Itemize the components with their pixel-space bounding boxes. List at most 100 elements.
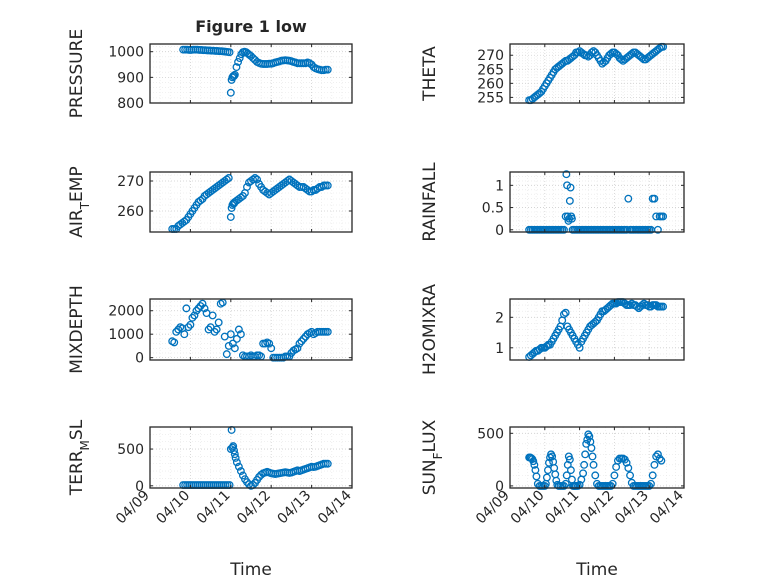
data-point bbox=[230, 344, 239, 353]
data-point bbox=[565, 214, 574, 223]
data-point bbox=[655, 44, 664, 53]
y-axis-label: MIXDEPTH bbox=[67, 285, 87, 374]
data-point bbox=[657, 456, 666, 465]
series-pressure bbox=[179, 45, 332, 97]
data-point bbox=[190, 311, 199, 320]
data-point bbox=[591, 471, 600, 480]
data-point bbox=[626, 301, 635, 310]
data-point bbox=[645, 481, 654, 490]
data-point bbox=[229, 442, 238, 451]
data-point bbox=[196, 302, 205, 310]
subplot-rainfall: 0 0.5 1 RAINFALL bbox=[420, 162, 685, 242]
y-axis-label: SUNFLUX bbox=[420, 419, 445, 495]
data-point bbox=[545, 458, 553, 467]
data-point bbox=[232, 63, 241, 72]
data-point bbox=[581, 450, 590, 459]
axes-frame bbox=[509, 298, 685, 361]
data-point bbox=[638, 301, 647, 310]
data-point bbox=[267, 344, 276, 353]
y-tick-label: 500 bbox=[477, 426, 504, 442]
data-point bbox=[650, 194, 659, 203]
data-point bbox=[225, 48, 234, 57]
data-point bbox=[655, 454, 664, 463]
subplot-pressure: 800 900 1000 PRESSURE Figure 1 low bbox=[67, 17, 353, 118]
data-point bbox=[582, 439, 591, 448]
data-point bbox=[530, 460, 539, 469]
data-point bbox=[184, 323, 193, 332]
data-point bbox=[210, 327, 219, 336]
data-point bbox=[222, 175, 231, 184]
axes-frame bbox=[149, 426, 353, 489]
series-theta bbox=[525, 42, 668, 105]
x-tick-label: 04/13 bbox=[612, 488, 652, 528]
data-point bbox=[265, 339, 274, 348]
data-point bbox=[226, 213, 235, 221]
x-axis-label: Time bbox=[575, 560, 618, 580]
data-point bbox=[542, 473, 551, 482]
data-point bbox=[622, 458, 631, 467]
data-point bbox=[653, 450, 662, 459]
axes-frame bbox=[149, 43, 353, 104]
data-point bbox=[234, 58, 243, 66]
data-point bbox=[226, 330, 235, 339]
x-tick-label: 04/09 bbox=[473, 488, 513, 528]
data-point bbox=[230, 450, 239, 459]
data-point bbox=[562, 471, 571, 480]
x-tick-label: 04/11 bbox=[194, 488, 234, 528]
y-tick-label: 1 bbox=[495, 341, 504, 357]
data-point bbox=[230, 70, 239, 79]
data-point bbox=[548, 452, 557, 461]
data-point bbox=[249, 175, 257, 184]
x-tick-label: 04/10 bbox=[508, 488, 548, 528]
data-point bbox=[566, 466, 575, 475]
data-point bbox=[297, 337, 306, 346]
y-tick-label: 0 bbox=[135, 479, 144, 495]
data-point bbox=[236, 193, 245, 202]
data-point bbox=[626, 471, 635, 480]
data-point bbox=[234, 325, 243, 334]
data-point bbox=[198, 299, 207, 308]
grid bbox=[149, 426, 353, 488]
x-tick-label: 04/12 bbox=[577, 488, 617, 528]
data-point bbox=[653, 225, 662, 234]
subplot-terr_msl: 0 500 04/09 04/10 04/11 04/12 04/13 04/14 Time TE… bbox=[67, 419, 355, 580]
data-point bbox=[180, 330, 189, 339]
y-tick-label: 270 bbox=[117, 174, 144, 190]
y-tick-label: 270 bbox=[477, 48, 504, 64]
data-point bbox=[196, 196, 205, 205]
data-point bbox=[559, 310, 568, 319]
data-point bbox=[200, 304, 209, 313]
data-point bbox=[186, 320, 195, 329]
y-tick-label: 255 bbox=[477, 90, 504, 106]
data-point bbox=[182, 304, 191, 313]
data-point bbox=[293, 344, 302, 353]
axes-frame bbox=[149, 171, 353, 233]
data-point bbox=[565, 196, 574, 205]
data-point bbox=[180, 217, 189, 226]
data-point bbox=[257, 470, 266, 479]
data-point bbox=[646, 479, 655, 488]
y-axis-label: RAINFALL bbox=[420, 162, 440, 242]
data-point bbox=[323, 65, 332, 74]
data-point bbox=[608, 479, 617, 488]
data-point bbox=[648, 471, 657, 480]
x-tick-label: 04/12 bbox=[234, 488, 274, 528]
axes-frame bbox=[509, 43, 685, 104]
data-point bbox=[222, 350, 231, 359]
series-terr_msl bbox=[179, 425, 332, 490]
data-point bbox=[212, 325, 221, 334]
data-point bbox=[587, 444, 596, 452]
data-point bbox=[610, 471, 619, 480]
data-point bbox=[236, 330, 245, 339]
data-point bbox=[624, 464, 633, 472]
axes-frame bbox=[509, 171, 685, 233]
data-point bbox=[226, 88, 235, 97]
y-axis-label: THETA bbox=[420, 46, 440, 102]
y-tick-label: 0.5 bbox=[482, 201, 504, 217]
data-point bbox=[235, 54, 244, 63]
data-point bbox=[529, 457, 538, 466]
data-point bbox=[188, 313, 197, 322]
data-point bbox=[567, 214, 576, 223]
